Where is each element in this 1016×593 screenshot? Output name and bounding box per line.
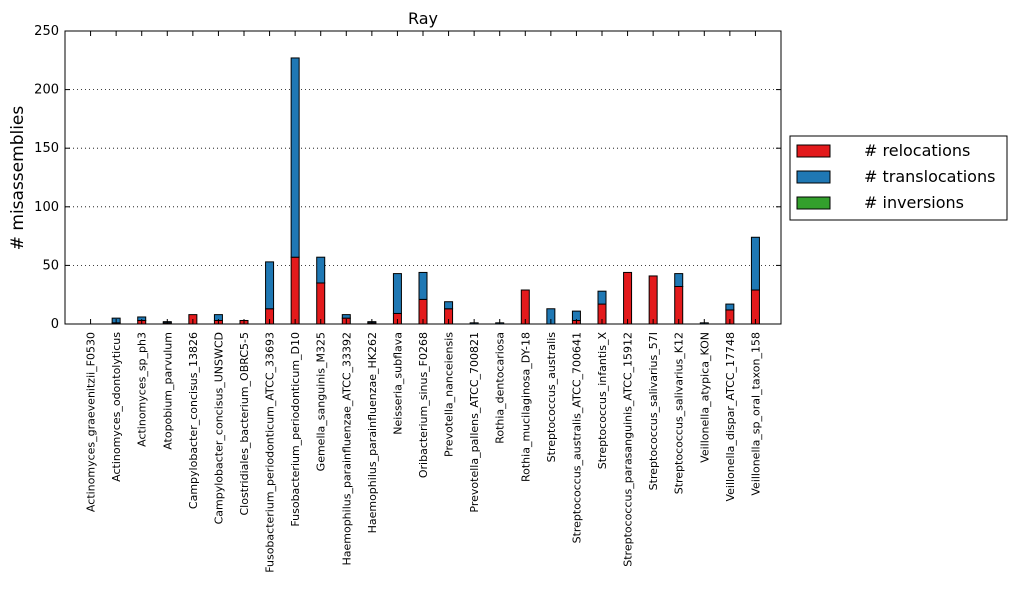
bar-segment: [623, 271, 633, 325]
x-tick-label: Actinomyces_graevenitzii_F0530: [85, 332, 98, 512]
x-tick-label: Actinomyces_sp_ph3: [136, 332, 149, 447]
bar-segment: [418, 271, 428, 300]
bar-segment: [674, 285, 684, 325]
x-tick-label: Haemophilus_parainfluenzae_ATCC_33392: [340, 332, 353, 566]
y-axis-label: # misassemblies: [8, 106, 28, 251]
x-tick-label: Actinomyces_odontolyticus: [110, 332, 123, 482]
x-tick-label: Prevotella_nanceiensis: [443, 332, 456, 457]
legend-swatch: [796, 170, 831, 184]
y-tick-label: 150: [34, 141, 59, 156]
bar-segment: [444, 301, 454, 310]
grid-layer: [65, 89, 781, 266]
x-tick-label: Rothia_dentocariosa: [494, 332, 507, 444]
x-tick-label: Gemella_sanguinis_M325: [315, 332, 328, 471]
y-tick-label: 250: [34, 24, 59, 39]
y-tick-label: 0: [51, 317, 59, 332]
legend-swatch: [796, 196, 831, 210]
bar-segment: [290, 256, 300, 325]
x-tick-label: Streptococcus_parasanguinis_ATCC_15912: [622, 332, 635, 567]
bar-segment: [725, 303, 735, 311]
bar-segment: [674, 273, 684, 287]
bar-segment: [392, 273, 402, 314]
bar-segment: [520, 289, 530, 325]
bar-segment: [597, 290, 607, 305]
x-tick-label: Neisseria_subflava: [391, 332, 404, 435]
x-tick-label: Fusobacterium_periodonticum_ATCC_33693: [264, 332, 277, 573]
legend-label: # relocations: [864, 141, 970, 160]
bar-segment: [648, 275, 658, 325]
y-tick-label: 200: [34, 83, 59, 98]
bar-segment: [316, 282, 326, 325]
x-tick-label: Veillonella_atypica_KON: [698, 332, 711, 463]
x-tick-label: Veillonella_dispar_ATCC_17748: [724, 332, 737, 502]
x-tick-label: Streptococcus_salivarius_57I: [647, 332, 660, 490]
x-tick-label: Streptococcus_salivarius_K12: [673, 332, 686, 494]
x-tick-label: Streptococcus_australis_ATCC_700641: [570, 332, 583, 543]
x-tick-label: Veillonella_sp_oral_taxon_158: [749, 332, 762, 496]
bar-segment: [290, 57, 300, 258]
x-tick-label: Streptococcus_infantis_X: [596, 332, 609, 470]
x-tick-label: Atopobium_parvulum: [161, 332, 174, 450]
legend-label: # translocations: [864, 167, 995, 186]
legend-swatch: [796, 144, 831, 158]
x-tick-label: Campylobacter_concisus_UNSWCD: [212, 332, 225, 524]
chart-title: Ray: [408, 9, 438, 28]
y-tick-label: 100: [34, 200, 59, 215]
bar-segment: [265, 261, 275, 310]
x-tick-label: Campylobacter_concisus_13826: [187, 332, 200, 509]
x-tick-label: Haemophilus_parainfluenzae_HK262: [366, 332, 379, 533]
x-tick-label: Clostridiales_bacterium_OBRC5-5: [238, 332, 251, 516]
axis-layer: 0 50 100 150 200 250 Actinomyces_graevenitzii_…: [34, 24, 781, 573]
x-tick-label: Rothia_mucilaginosa_DY-18: [519, 332, 532, 482]
x-tick-label: Fusobacterium_periodonticum_D10: [289, 332, 302, 527]
bar-segment: [316, 256, 326, 284]
x-tick-label: Prevotella_pallens_ATCC_700821: [468, 332, 481, 513]
y-tick-label: 50: [42, 258, 59, 273]
legend: # relocations # translocations # inversion…: [789, 135, 1008, 221]
legend-label: # inversions: [864, 193, 964, 212]
x-tick-label: Oribacterium_sinus_F0268: [417, 332, 430, 478]
x-tick-label: Streptococcus_australis: [545, 332, 558, 463]
bar-segment: [750, 289, 760, 325]
bar-segment: [750, 236, 760, 291]
bar-segment: [341, 314, 351, 319]
